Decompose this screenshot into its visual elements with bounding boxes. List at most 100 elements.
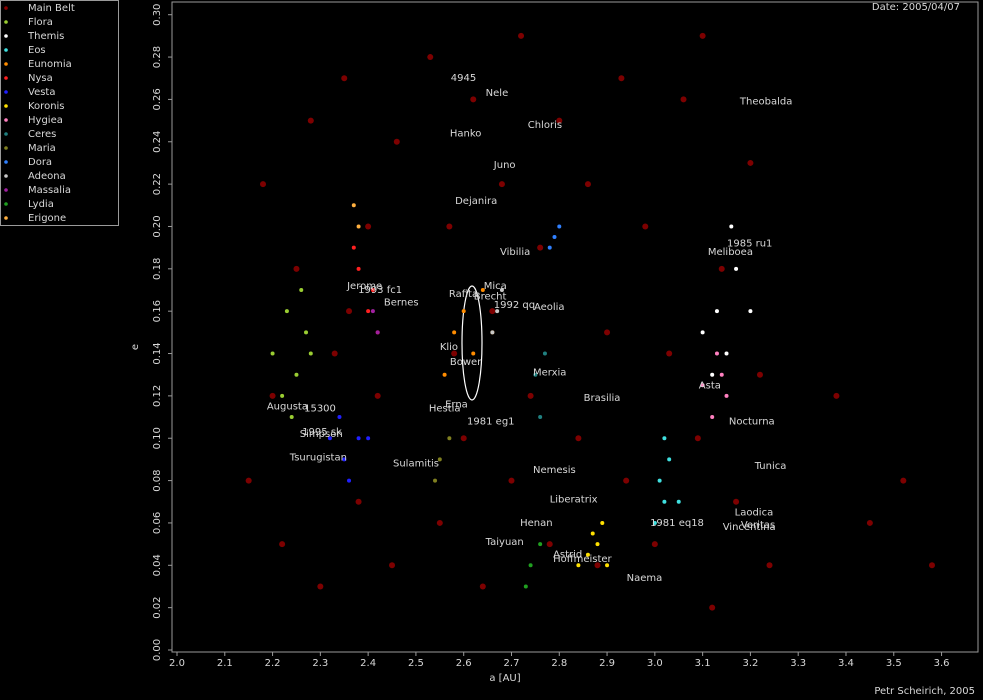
x-tick-label: 2.7: [504, 658, 520, 669]
data-point: [389, 562, 396, 569]
data-point: [766, 562, 773, 569]
data-point: [724, 393, 729, 398]
family-label: Asta: [699, 380, 721, 391]
family-label: Erna: [445, 399, 468, 410]
legend-marker: [4, 216, 8, 220]
family-label: Juno: [493, 160, 516, 171]
data-point: [680, 96, 687, 103]
y-tick-label: 0.12: [152, 385, 163, 407]
data-point: [710, 415, 715, 420]
family-label: 1992 qq: [494, 300, 535, 311]
legend-label: Maria: [28, 143, 56, 154]
data-point: [700, 383, 705, 388]
data-point: [600, 520, 605, 525]
legend-marker: [4, 104, 8, 108]
legend-marker: [4, 20, 8, 24]
legend-marker: [4, 90, 8, 94]
data-point: [356, 224, 361, 229]
y-tick-label: 0.14: [152, 342, 163, 364]
data-point: [718, 265, 725, 272]
data-point: [341, 75, 348, 82]
data-point: [470, 96, 477, 103]
data-point: [355, 498, 362, 505]
family-label: Vincentina: [723, 522, 776, 533]
data-point: [327, 436, 332, 441]
legend-label: Massalia: [28, 185, 71, 196]
data-point: [346, 308, 353, 315]
data-point: [331, 350, 338, 357]
family-label: Klio: [440, 342, 458, 353]
data-point: [642, 223, 649, 230]
data-point: [533, 372, 538, 377]
data-point: [370, 309, 375, 314]
data-point: [900, 477, 907, 484]
data-point: [480, 288, 485, 292]
data-point: [605, 563, 610, 568]
data-point: [538, 542, 543, 547]
data-point: [498, 181, 505, 188]
data-point: [537, 244, 544, 251]
data-point: [833, 392, 840, 399]
data-point: [662, 436, 667, 441]
data-point: [374, 392, 381, 399]
legend-label: Main Belt: [28, 3, 75, 14]
legend-label: Eunomia: [28, 59, 72, 70]
data-point: [375, 330, 380, 335]
family-label: 1981 eq18: [650, 518, 704, 529]
legend-marker: [4, 62, 8, 66]
data-point: [585, 552, 590, 557]
family-label: Meliboea: [708, 247, 753, 258]
family-label: 1995 sk: [302, 427, 342, 438]
data-point: [542, 351, 547, 356]
plot-frame: [171, 1, 979, 653]
family-label: 1985 ru1: [727, 238, 772, 249]
family-label: Simpson: [300, 429, 343, 440]
legend-marker: [4, 188, 8, 192]
data-point: [575, 435, 582, 442]
x-tick-label: 3.5: [886, 658, 902, 669]
x-tick-label: 2.1: [217, 658, 233, 669]
data-point: [442, 372, 447, 377]
data-point: [356, 436, 361, 441]
y-tick-label: 0.22: [152, 173, 163, 195]
legend-marker: [4, 132, 8, 136]
x-axis-label: a [AU]: [489, 673, 520, 684]
family-label: Liberatrix: [550, 495, 598, 506]
data-point: [279, 541, 286, 548]
data-point: [666, 350, 673, 357]
x-tick-label: 2.2: [265, 658, 281, 669]
data-point: [557, 224, 562, 229]
data-point: [652, 520, 657, 525]
legend-label: Hygiea: [28, 115, 63, 126]
date-label: Date: 2005/04/07: [872, 2, 960, 13]
data-point: [724, 351, 729, 356]
data-point: [479, 583, 486, 590]
data-point: [447, 436, 452, 441]
x-tick-label: 3.2: [742, 658, 758, 669]
y-tick-label: 0.24: [152, 131, 163, 153]
data-point: [662, 499, 667, 504]
y-tick-label: 0.00: [152, 639, 163, 661]
x-tick-label: 2.6: [456, 658, 472, 669]
data-point: [270, 351, 275, 356]
data-point: [289, 415, 294, 420]
x-tick-label: 3.3: [790, 658, 806, 669]
family-label: Taiyuan: [485, 537, 524, 548]
data-point: [280, 393, 285, 398]
data-point: [604, 329, 611, 336]
data-point: [710, 372, 715, 377]
family-label: Chloris: [528, 120, 562, 131]
data-point: [866, 519, 873, 526]
family-label: Vibilia: [500, 247, 530, 258]
data-point: [351, 245, 356, 250]
legend-label: Koronis: [28, 101, 65, 112]
family-label: Nemesis: [533, 465, 576, 476]
family-label: 15300: [304, 404, 336, 415]
data-point: [928, 562, 935, 569]
legend-label: Vesta: [28, 87, 55, 98]
data-point: [293, 265, 300, 272]
x-tick-label: 3.0: [647, 658, 663, 669]
x-tick-label: 3.4: [838, 658, 854, 669]
x-tick-label: 2.3: [312, 658, 328, 669]
